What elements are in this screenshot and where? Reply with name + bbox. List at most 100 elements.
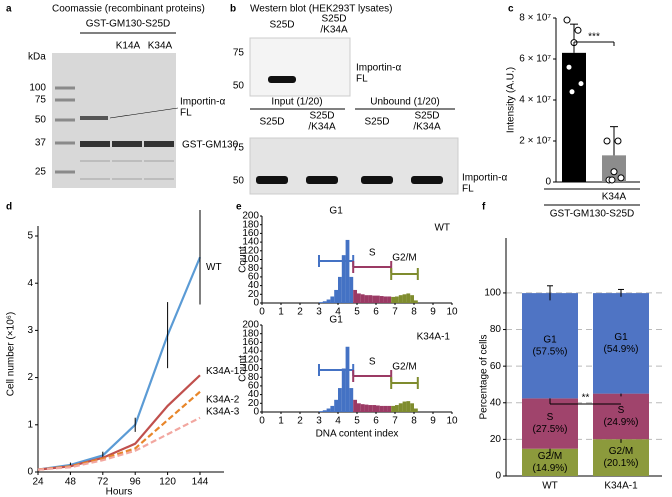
- band-label: FL: [462, 184, 474, 195]
- segment-label: G1: [543, 334, 557, 345]
- ladder-band: [55, 86, 75, 90]
- x-tick-label: 3: [316, 307, 322, 318]
- x-axis-label: Hours: [106, 487, 133, 497]
- y-tick-label: 20: [248, 398, 260, 409]
- x-tick-label: 10: [446, 307, 458, 318]
- histogram-bar: [349, 388, 354, 412]
- data-point: [608, 176, 616, 184]
- sample-label: K34A-1: [417, 332, 451, 343]
- value-label: (20.1%): [603, 458, 638, 469]
- y-tick-label: 40: [248, 389, 260, 400]
- histogram-bar: [383, 405, 388, 412]
- y-tick-label: 160: [242, 337, 259, 348]
- histogram-bar: [360, 404, 365, 412]
- segment-label: G2/M: [609, 446, 633, 457]
- series-line: [37, 256, 202, 471]
- value-label: (24.9%): [603, 417, 638, 428]
- y-axis-label: Count: [238, 246, 249, 273]
- y-tick-label: 140: [242, 346, 259, 357]
- histogram-bar: [360, 294, 365, 303]
- y-tick-label: 100: [484, 288, 501, 299]
- data-point: [603, 137, 611, 145]
- histogram-bar: [357, 403, 361, 412]
- blot-image: [249, 137, 459, 195]
- y-axis-label: Count: [238, 355, 249, 382]
- band-label: Importin-α: [462, 173, 507, 184]
- marker-label: 50: [35, 115, 47, 126]
- y-tick-label: 60: [248, 272, 260, 283]
- data-point: [577, 80, 585, 88]
- bar-segment: [593, 293, 649, 394]
- band-pointer: [109, 107, 179, 119]
- y-tick-label: 120: [242, 354, 259, 365]
- data-point: [610, 168, 618, 176]
- histogram-bar: [406, 401, 411, 412]
- data-point: [565, 63, 573, 71]
- lane-label: S25D: [414, 111, 439, 122]
- gate-label: G2/M: [392, 253, 416, 264]
- y-tick-label: 60: [248, 381, 260, 392]
- y-tick-label: 40: [490, 397, 502, 408]
- histogram-bar: [395, 405, 399, 412]
- histogram-bar: [402, 401, 407, 412]
- histogram-bar: [319, 302, 323, 303]
- lane-label: S25D: [269, 20, 294, 31]
- y-tick-label: 1: [27, 419, 33, 430]
- segment-label: G2/M: [538, 451, 562, 462]
- blot-image: [249, 37, 351, 97]
- faint-band: [112, 178, 142, 180]
- histogram-bar: [338, 276, 342, 303]
- x-tick-label: 10: [446, 416, 458, 427]
- histogram-bar: [353, 399, 357, 412]
- marker-label: 75: [233, 143, 245, 154]
- faint-band: [112, 160, 142, 162]
- x-tick-label: 72: [97, 477, 109, 488]
- band: [306, 176, 338, 184]
- panel-label: b: [230, 4, 236, 15]
- x-tick-label: 48: [65, 477, 77, 488]
- gel-title: Western blot (HEK293T lysates): [250, 4, 392, 15]
- histogram-bar: [326, 408, 331, 412]
- band: [80, 116, 108, 120]
- gate-label: G1: [329, 206, 343, 217]
- x-tick-label: 6: [373, 307, 379, 318]
- y-tick-label: 80: [248, 372, 260, 383]
- x-tick-label: 6: [373, 416, 379, 427]
- y-tick-label: 0: [495, 471, 501, 482]
- histogram-bar: [349, 276, 354, 303]
- data-point: [574, 26, 582, 34]
- histogram-bar: [322, 301, 327, 303]
- y-tick-label: 4 × 10⁷: [519, 95, 551, 106]
- y-tick-label: 180: [242, 328, 259, 339]
- lane-label: /K34A: [320, 25, 348, 36]
- x-tick-label: 1: [278, 307, 284, 318]
- x-tick-label: 0: [259, 416, 265, 427]
- x-tick-label: 2: [297, 307, 303, 318]
- group-label: GST-GM130-S25D: [550, 209, 634, 220]
- y-tick-label: 0: [253, 298, 259, 309]
- series-label: K34A-1: [206, 366, 240, 377]
- series-line: [37, 416, 201, 471]
- y-tick-label: 120: [242, 245, 259, 256]
- histogram-bar: [334, 399, 338, 412]
- segment-label: S: [618, 405, 625, 416]
- gate-label: G2/M: [392, 362, 416, 373]
- histogram-bar: [383, 296, 388, 303]
- gate-label: S: [369, 248, 376, 259]
- lane-label: /K34A: [308, 122, 336, 133]
- y-tick-label: 20: [248, 289, 260, 300]
- x-tick-label: 9: [430, 416, 436, 427]
- histogram-bar: [357, 293, 361, 303]
- histogram-bar: [402, 294, 407, 303]
- marker-label: 50: [233, 176, 245, 187]
- histogram-bar: [330, 405, 335, 412]
- y-tick-label: 0: [545, 177, 551, 188]
- y-tick-label: 80: [248, 263, 260, 274]
- bar: [562, 52, 586, 182]
- histogram-bar: [368, 405, 373, 412]
- faint-band: [144, 178, 174, 180]
- bar-segment: [522, 293, 578, 399]
- y-tick-label: 40: [248, 280, 260, 291]
- y-tick-label: 5: [27, 231, 33, 242]
